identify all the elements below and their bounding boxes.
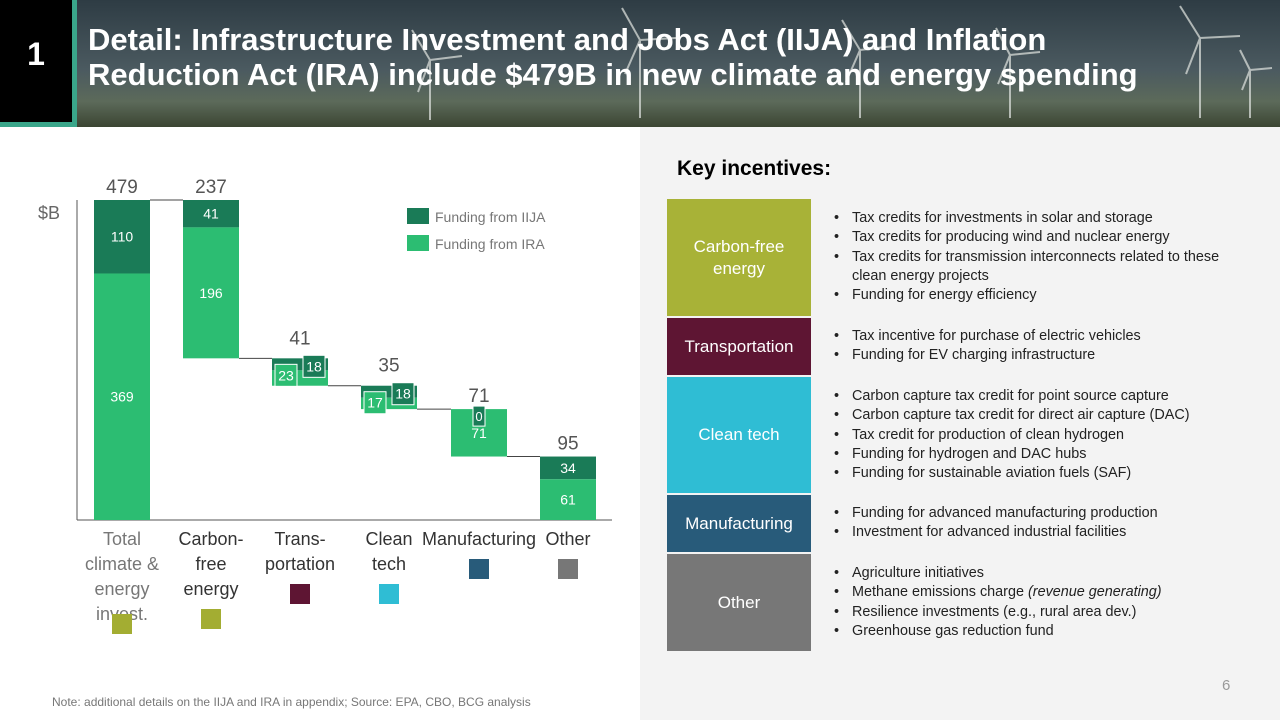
bar-segment-iija (540, 456, 596, 480)
list-item: Tax credits for transmission interconnec… (832, 248, 1252, 287)
category-color-marker (290, 584, 310, 604)
category-box-manufacturing: Manufacturing (667, 495, 811, 552)
data-label-ira: 17 (367, 395, 383, 411)
list-item: Funding for hydrogen and DAC hubs (832, 445, 1252, 465)
bar-segment-iija (183, 200, 239, 228)
bar-segment-ira (540, 479, 596, 520)
data-label-iija: 41 (203, 206, 219, 222)
legend-label-ira: Funding from IRA (435, 236, 545, 252)
list-item: Resilience investments (e.g., rural area… (832, 603, 1252, 623)
section-number-box: 1 (0, 0, 77, 127)
category-box-carbon-free-energy: Carbon-free energy (667, 199, 811, 316)
data-label-ira: 23 (278, 367, 294, 383)
x-tick-label: Manufacturing (422, 529, 536, 549)
list-item: Tax credit for production of clean hydro… (832, 426, 1252, 446)
x-tick-label: Total (103, 529, 141, 549)
bullet-list-manufacturing: Funding for advanced manufacturing produ… (832, 504, 1252, 543)
category-box-clean-tech: Clean tech (667, 377, 811, 493)
list-item: Methane emissions charge (revenue genera… (832, 583, 1252, 603)
data-label-iija: 34 (560, 460, 576, 476)
data-label-iija: 0 (475, 409, 482, 424)
bar-total-label: 71 (468, 386, 489, 407)
bar-segment-ira (94, 273, 150, 520)
data-label-ira: 61 (560, 492, 576, 508)
y-axis-label: $B (38, 203, 60, 223)
category-color-marker (201, 609, 221, 629)
slide-title-line-2: Reduction Act (IRA) include $479B in new… (88, 57, 1138, 92)
data-label-iija: 110 (111, 229, 134, 245)
data-label-iija: 18 (306, 358, 322, 374)
list-item: Investment for advanced industrial facil… (832, 523, 1252, 543)
bullet-list-carbon-free-energy: Tax credits for investments in solar and… (832, 209, 1252, 306)
list-item: Tax incentive for purchase of electric v… (832, 327, 1252, 347)
x-tick-label: energy (94, 579, 149, 599)
category-label: Manufacturing (685, 513, 793, 533)
bar-segment-ira (183, 227, 239, 359)
legend-label-iija: Funding from IIJA (435, 209, 546, 225)
category-label: Clean tech (698, 425, 780, 444)
category-box-transportation: Transportation (667, 318, 811, 375)
data-label-box-iija (472, 405, 486, 427)
list-item: Funding for EV charging infrastructure (832, 346, 1252, 366)
category-box-other: Other (667, 554, 811, 651)
bar-total-label: 237 (195, 177, 227, 198)
category-color-marker (379, 584, 399, 604)
x-tick-label: energy (183, 579, 238, 599)
list-item: Tax credits for investments in solar and… (832, 209, 1252, 229)
list-item: Greenhouse gas reduction fund (832, 622, 1252, 642)
list-item: Tax credits for producing wind and nucle… (832, 228, 1252, 248)
data-label-iija: 18 (395, 386, 411, 402)
bar-total-label: 479 (106, 177, 138, 198)
data-label-ira: 196 (199, 285, 223, 301)
data-label-ira: 369 (110, 389, 134, 405)
x-tick-label: Clean (365, 529, 412, 549)
methane-text: Methane emissions charge (852, 584, 1024, 601)
bullet-list-transportation: Tax incentive for purchase of electric v… (832, 327, 1252, 366)
category-label: Carbon-free energy (693, 236, 785, 278)
category-color-marker (469, 559, 489, 579)
section-number: 1 (27, 36, 45, 72)
page-number: 6 (1222, 677, 1231, 694)
x-tick-label: Other (545, 529, 590, 549)
bar-segment-ira (361, 397, 417, 410)
list-item: Carbon capture tax credit for direct air… (832, 406, 1252, 426)
bar-segment-iija (94, 200, 150, 274)
category-color-marker (558, 559, 578, 579)
x-tick-label: climate & (85, 554, 159, 574)
bullet-list-clean-tech: Carbon capture tax credit for point sour… (832, 387, 1252, 484)
wind-turbine-background (411, 5, 1273, 120)
list-item: Funding for advanced manufacturing produ… (832, 504, 1252, 524)
x-tick-label: free (195, 554, 226, 574)
slide-title-line-1: Detail: Infrastructure Investment and Jo… (88, 22, 1047, 57)
x-tick-label: Carbon- (178, 529, 243, 549)
list-item: Funding for sustainable aviation fuels (… (832, 464, 1252, 484)
data-label-box-iija (391, 382, 415, 406)
bullet-list-other: Agriculture initiatives Methane emission… (832, 564, 1252, 641)
data-label-box-iija (302, 354, 326, 378)
x-tick-label: portation (265, 554, 335, 574)
data-label-box-ira (363, 391, 387, 415)
source-note: Note: additional details on the IIJA and… (52, 695, 531, 709)
list-item: Funding for energy efficiency (832, 286, 1252, 306)
slide-title: Detail: Infrastructure Investment and Jo… (88, 22, 1258, 92)
key-incentives-heading: Key incentives: (677, 157, 832, 180)
data-label-ira: 71 (471, 425, 487, 441)
x-tick-label: tech (372, 554, 406, 574)
methane-note: (revenue generating) (1027, 584, 1162, 601)
legend-swatch-ira (407, 235, 429, 251)
bar-total-label: 41 (289, 328, 310, 349)
legend-swatch-iija (407, 208, 429, 224)
data-label-box-ira (274, 363, 298, 387)
category-color-marker (112, 614, 132, 634)
x-tick-label: Trans- (274, 529, 325, 549)
bar-total-label: 35 (378, 356, 399, 377)
list-item: Carbon capture tax credit for point sour… (832, 387, 1252, 407)
category-label: Other (717, 592, 761, 612)
list-item: Agriculture initiatives (832, 564, 1252, 584)
bar-total-label: 95 (557, 434, 578, 455)
category-label: Transportation (684, 336, 794, 356)
header-banner: 1 Detail: Infrastructure Investment and … (0, 0, 1280, 127)
